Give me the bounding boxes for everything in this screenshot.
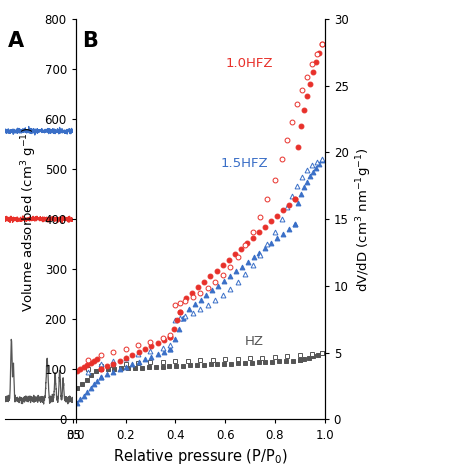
Text: 1.5HFZ: 1.5HFZ <box>220 157 268 170</box>
X-axis label: Relative pressure (P/P$_0$): Relative pressure (P/P$_0$) <box>113 447 288 466</box>
Y-axis label: dV/dD (cm$^3$ nm$^{-1}$g$^{-1}$): dV/dD (cm$^3$ nm$^{-1}$g$^{-1}$) <box>354 147 374 292</box>
Text: B: B <box>82 31 98 51</box>
Text: HZ: HZ <box>245 336 264 348</box>
Text: 1.0HFZ: 1.0HFZ <box>225 57 273 70</box>
Y-axis label: Volume adsorbed (cm$^3$ g$^{-1}$): Volume adsorbed (cm$^3$ g$^{-1}$) <box>19 127 39 312</box>
Text: A: A <box>8 31 24 51</box>
